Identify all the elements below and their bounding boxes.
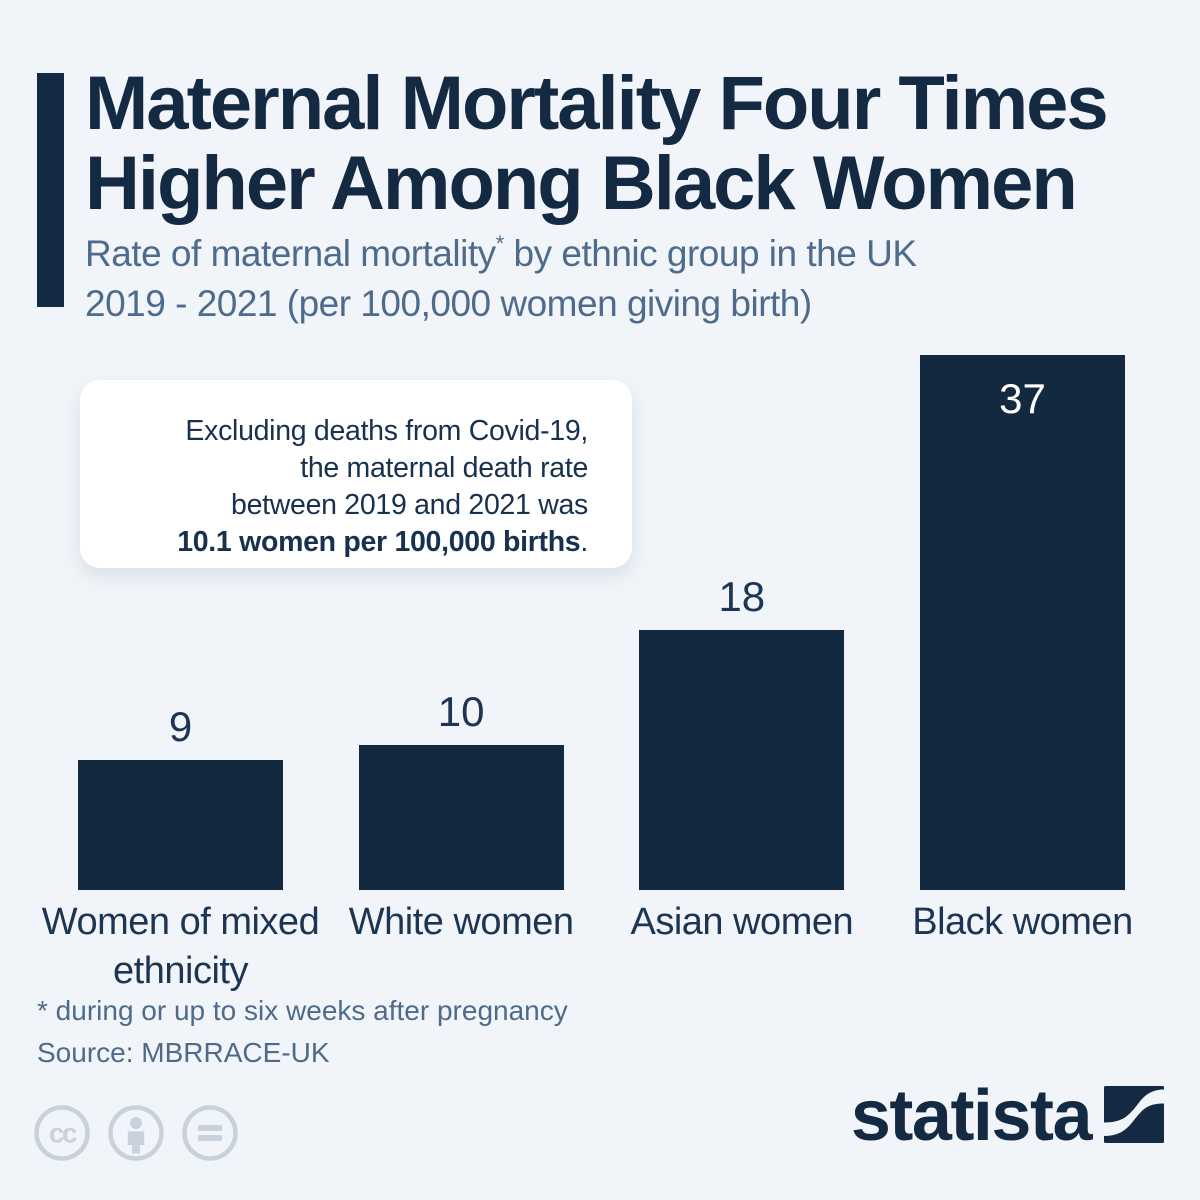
attribution-person-icon [108,1105,164,1161]
bar: 18 [639,573,845,890]
footnote-block: * during or up to six weeks after pregna… [37,990,568,1074]
subtitle-text-continued: by ethnic group in the UK [503,233,917,274]
svg-text:cc: cc [49,1118,77,1149]
footnote-asterisk-marker: * [495,230,505,256]
bar-column: 9 [78,703,283,890]
callout-highlight: 10.1 women per 100,000 births [177,526,581,558]
license-icon-row: cc [33,1104,239,1162]
statista-logo-text: statista [850,1076,1093,1156]
title-line-1: Maternal Mortality Four Times [85,61,1109,146]
source-text: Source: MBRRACE-UK [37,1037,330,1068]
title-line-2: Higher Among Black Women [85,141,1078,226]
callout-line: Excluding deaths from Covid-19, [185,415,588,447]
bar: 9 [78,703,283,890]
equals-icon [182,1105,238,1161]
callout-line: between 2019 and 2021 was [231,489,588,521]
cc-icon: cc [34,1105,90,1161]
page-title: Maternal Mortality Four Times Higher Amo… [85,61,1109,226]
bar-value-label: 18 [718,573,766,620]
category-label: Black women [912,901,1133,943]
bar-value-label: 9 [168,703,193,750]
bar-chart-plot-area: 9 10 18 37 [78,355,1125,890]
category-label: Asian women [630,901,854,943]
bar-column: 10 [358,688,564,890]
callout-line: the maternal death rate [300,452,588,484]
subtitle-text: Rate of maternal mortality [85,233,496,274]
bar-value-label: 10 [437,688,485,735]
bar-column: 37 [919,355,1125,890]
callout-period: . [580,526,588,558]
statista-logo: statista [850,1076,1164,1156]
bar: 10 [358,688,564,890]
bar-value-label: 37 [999,375,1046,422]
bar: 37 [919,355,1125,890]
category-label: White women [348,901,574,943]
statista-logo-mark [1104,1086,1164,1143]
footnote-asterisk: * during or up to six weeks after pregna… [37,995,568,1026]
subtitle-line-2: 2019 - 2021 (per 100,000 women giving bi… [85,283,812,324]
callout-box: Excluding deaths from Covid-19, the mate… [80,380,632,568]
chart-subtitle: Rate of maternal mortality* by ethnic gr… [85,229,917,329]
callout-line-bold: 10.1 women per 100,000 births. [110,524,588,561]
bar-column: 18 [639,573,845,890]
subtitle-line-1: Rate of maternal mortality* by ethnic gr… [85,229,917,279]
category-label: Women of mixed ethnicity [41,901,320,992]
title-accent-bar [37,73,64,307]
